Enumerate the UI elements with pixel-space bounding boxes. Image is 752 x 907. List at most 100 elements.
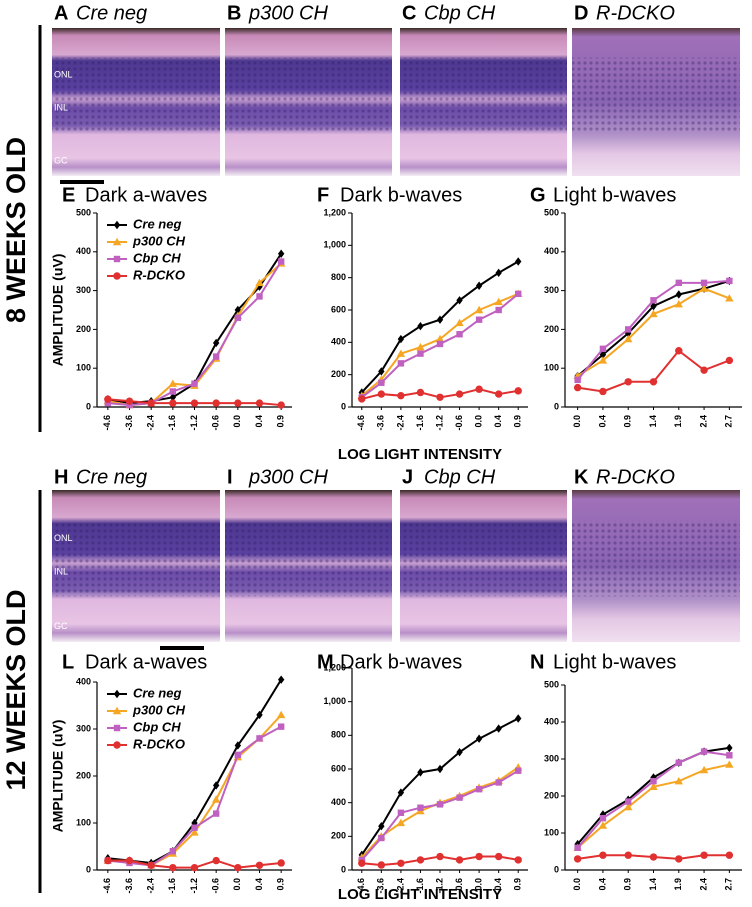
panel-letter: H	[54, 466, 68, 488]
y-tick-label: 200	[331, 831, 346, 841]
data-point	[169, 848, 177, 855]
x-tick-label: 2.4	[698, 878, 708, 891]
data-point	[378, 379, 385, 386]
x-tick-label: -1.2	[189, 878, 199, 894]
image-title: R-DCKO	[596, 2, 675, 24]
image-title: Cbp CH	[424, 466, 496, 488]
data-point	[234, 314, 242, 321]
data-point	[113, 272, 121, 280]
data-point	[699, 765, 709, 774]
panel-letter: E	[62, 184, 75, 206]
data-point	[277, 723, 285, 730]
data-point	[277, 401, 285, 409]
data-point	[515, 767, 522, 774]
data-point	[358, 859, 366, 867]
data-point	[649, 853, 658, 861]
data-point	[377, 861, 386, 869]
x-tick-label: 0.4	[597, 415, 607, 428]
data-point	[212, 353, 220, 360]
y-tick-label: 200	[544, 790, 559, 800]
data-point	[436, 764, 444, 774]
data-point	[212, 810, 220, 817]
x-tick-label: -4.6	[356, 878, 366, 894]
x-tick-label: -0.6	[454, 415, 464, 431]
data-point	[113, 255, 121, 263]
x-tick-label: -2.4	[146, 415, 156, 431]
y-tick-label: 0	[341, 864, 346, 874]
y-tick-label: 1,200	[323, 662, 346, 672]
x-tick-label: -1.6	[167, 415, 177, 431]
data-point	[416, 388, 425, 397]
x-tick-label: -1.2	[189, 415, 199, 431]
data-point	[650, 297, 657, 304]
data-point	[726, 752, 733, 759]
data-point	[650, 778, 657, 785]
x-tick-label: 0.4	[597, 878, 607, 891]
legend-label: Cre neg	[133, 685, 181, 700]
y-tick-label: 0	[86, 401, 91, 411]
panel-letter: K	[574, 466, 589, 488]
data-point	[475, 281, 483, 290]
x-tick-label: 0.0	[473, 878, 483, 891]
data-point	[190, 863, 199, 872]
data-point	[212, 338, 220, 348]
y-tick-label: 600	[331, 304, 346, 314]
data-point	[436, 340, 444, 348]
x-tick-label: 1.4	[648, 415, 658, 428]
x-tick-label: -3.6	[376, 878, 386, 894]
data-point	[397, 360, 405, 367]
y-axis-title: AMPLITUDE (uV)	[50, 254, 66, 367]
panel-letter: M	[317, 651, 334, 673]
y-tick-label: 800	[331, 272, 346, 282]
x-tick-label: 1.9	[673, 415, 683, 428]
panel-letter: B	[227, 2, 241, 24]
data-point	[168, 379, 178, 387]
x-tick-label: -1.6	[415, 878, 425, 894]
row-label: 12 WEEKS OLD	[1, 589, 31, 790]
x-tick-label: -3.6	[124, 415, 134, 431]
data-point	[625, 326, 632, 333]
x-tick-label: 0.9	[513, 878, 523, 891]
x-axis-title: LOG LIGHT INTENSITY	[338, 446, 502, 463]
data-point	[211, 795, 221, 803]
data-point	[675, 855, 683, 863]
data-point	[276, 710, 286, 719]
y-tick-label: 1,000	[323, 240, 346, 250]
series-line	[576, 279, 730, 381]
data-point	[675, 279, 682, 287]
y-tick-label: 500	[544, 679, 559, 689]
panel-letter: L	[62, 651, 74, 673]
data-point	[494, 297, 503, 306]
data-point	[599, 851, 607, 859]
data-point	[456, 331, 463, 338]
histology-texture	[400, 57, 567, 132]
image-title: p300 CH	[248, 2, 328, 24]
y-axis-title: AMPLITUDE (uV)	[50, 720, 66, 833]
y-tick-label: 0	[554, 864, 559, 874]
x-tick-label: -1.6	[415, 415, 425, 431]
data-point	[417, 804, 424, 811]
data-point	[104, 395, 112, 403]
data-point	[455, 856, 464, 864]
data-point	[113, 741, 121, 749]
x-tick-label: -3.6	[124, 878, 134, 894]
x-tick-label: 0.0	[232, 878, 242, 891]
data-point	[277, 258, 285, 265]
x-tick-label: 0.9	[623, 878, 633, 891]
data-point	[112, 706, 122, 715]
data-point	[169, 393, 177, 402]
data-point	[650, 301, 657, 311]
data-point	[675, 347, 683, 355]
x-tick-label: -0.6	[454, 878, 464, 894]
data-point	[212, 399, 220, 407]
data-point	[475, 385, 483, 393]
data-point	[495, 779, 502, 786]
data-point	[514, 387, 522, 395]
data-point	[256, 710, 263, 720]
data-point	[625, 798, 632, 805]
y-tick-label: 400	[331, 797, 346, 807]
panel-letter: A	[54, 2, 68, 24]
data-point	[397, 859, 405, 867]
data-point	[700, 279, 708, 287]
histology-texture	[225, 520, 392, 597]
